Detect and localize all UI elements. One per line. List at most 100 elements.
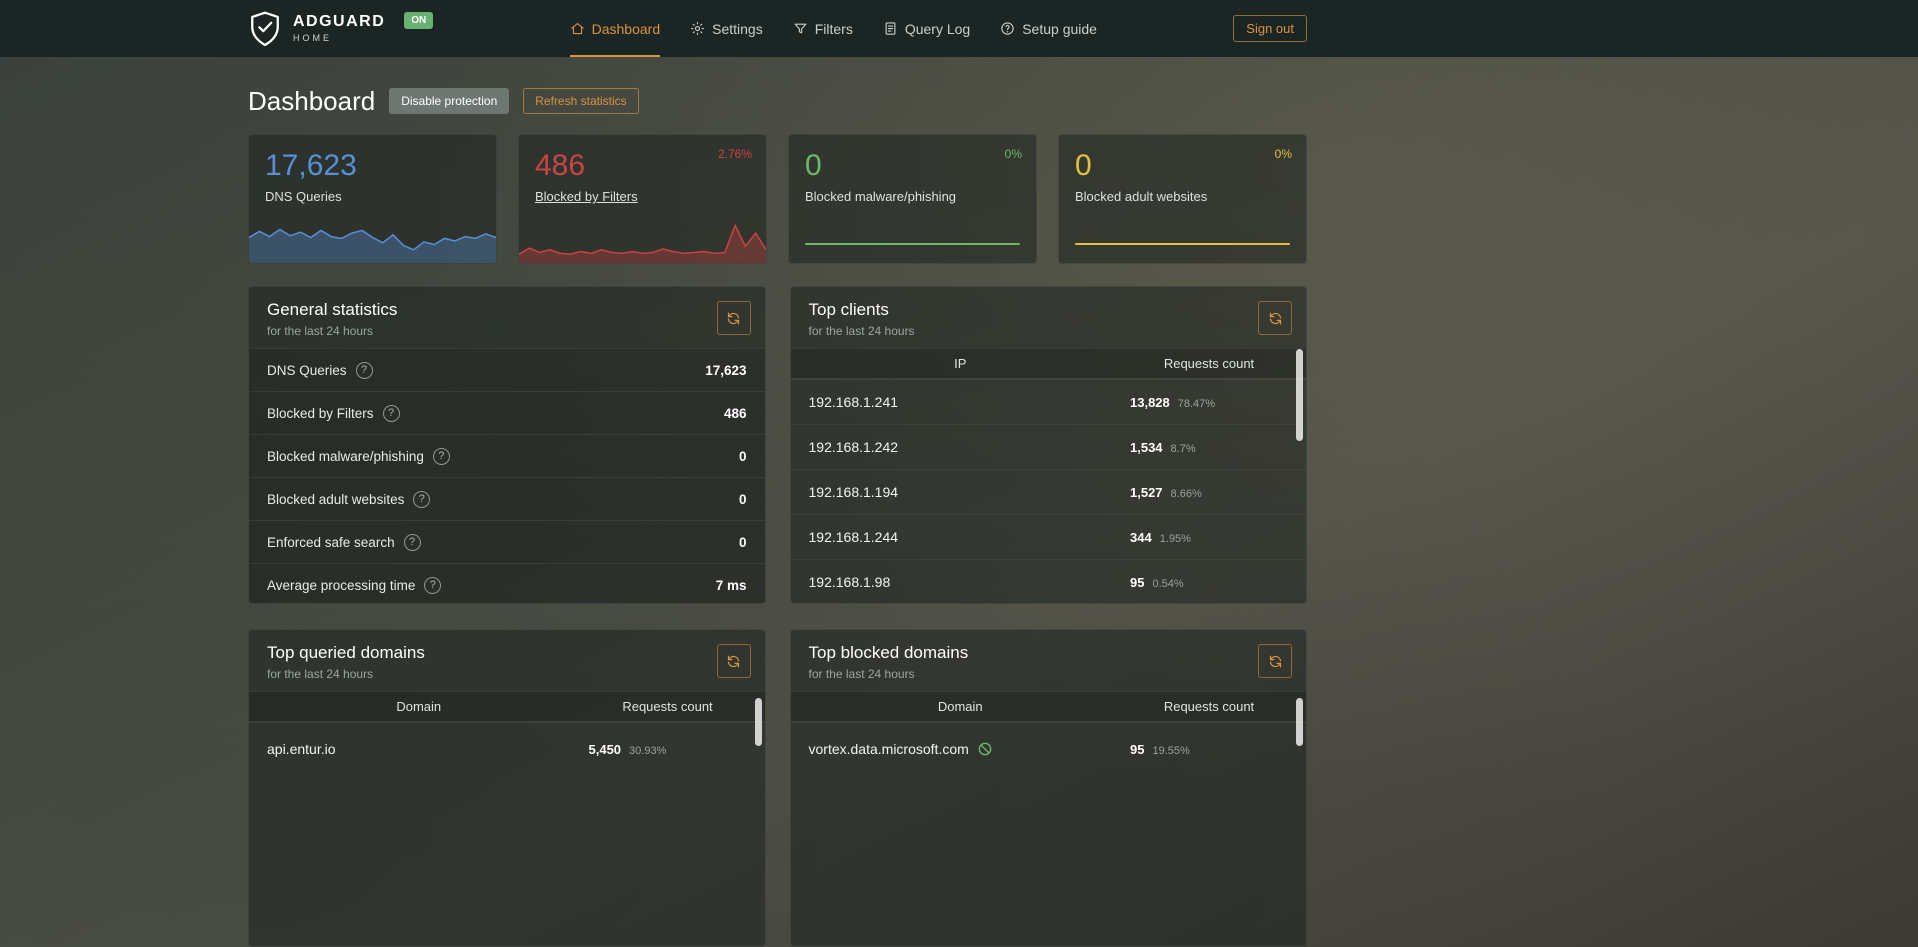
domain-row: api.entur.io 5,450 30.93% [249,722,765,775]
nav-item-dashboard[interactable]: Dashboard [569,0,661,57]
stat-table-row: Blocked by Filters? 486 [249,391,765,434]
blocked-circle-slash-icon[interactable] [977,741,993,757]
refresh-panel-button[interactable] [716,301,751,335]
nav-label: Filters [814,20,853,37]
help-icon[interactable]: ? [403,533,421,551]
panel-subtitle: for the last 24 hours [808,667,915,681]
table-header: Domain Requests count [249,691,765,722]
nav-item-settings[interactable]: Settings [690,0,763,57]
stat-percent: 0% [1274,147,1292,161]
bottom-row: Top queried domains for the last 24 hour… [248,629,1307,947]
client-ip: 192.168.1.244 [808,529,899,545]
domain-name: vortex.data.microsoft.com [808,741,969,757]
scrollbar-thumb[interactable] [1296,698,1303,746]
row-label: Blocked by Filters [267,405,374,421]
stat-percent: 2.76% [717,147,752,161]
row-label: DNS Queries [267,362,347,378]
panel-subtitle: for the last 24 hours [267,667,374,681]
row-value: 0 [738,491,747,507]
page-header: Dashboard Disable protection Refresh sta… [248,84,1307,118]
requests-count: 1,534 [1130,439,1163,455]
stat-value: 0 [1075,149,1092,182]
scrollbar-thumb[interactable] [1296,349,1303,441]
stat-card-dns-queries: 17,623 DNS Queries [248,134,497,264]
help-icon[interactable]: ? [432,447,450,465]
column-header-domain: Domain [396,699,442,714]
nav-links: Dashboard Settings Filters Query Log Set… [569,0,1097,57]
blocked-filters-sparkline [519,219,766,263]
requests-count: 13,828 [1130,394,1170,410]
nav-label: Setup guide [1022,20,1097,37]
panel-header: Top blocked domains for the last 24 hour… [791,630,1307,691]
requests-percent: 8.66% [1170,487,1202,500]
top-blocked-domains-panel: Top blocked domains for the last 24 hour… [789,629,1307,947]
panel-header: Top clients for the last 24 hours [791,287,1307,348]
client-ip: 192.168.1.242 [808,439,899,455]
stat-label: Blocked malware/phishing [805,189,957,204]
stat-label-link[interactable]: Blocked by Filters [535,189,638,204]
requests-count: 344 [1130,529,1152,545]
requests-percent: 19.55% [1152,744,1190,757]
nav-item-setup-guide[interactable]: Setup guide [1000,0,1097,57]
panel-title: Top clients [808,300,889,319]
refresh-icon [727,655,740,667]
panel-header: Top queried domains for the last 24 hour… [249,630,765,691]
stat-table-row: DNS Queries? 17,623 [249,348,765,391]
stat-percent: 0% [1004,147,1022,161]
nav-label: Dashboard [591,20,661,37]
panel-subtitle: for the last 24 hours [267,324,374,338]
refresh-statistics-button[interactable]: Refresh statistics [523,88,639,114]
requests-percent: 8.7% [1170,442,1196,455]
sign-out-button[interactable]: Sign out [1233,15,1307,42]
row-value: 17,623 [705,362,747,378]
row-value: 486 [723,405,747,421]
nav-label: Query Log [904,20,971,37]
requests-percent: 30.93% [629,744,667,757]
nav-label: Settings [712,20,763,37]
client-ip: 192.168.1.241 [808,394,899,410]
stat-label: DNS Queries [265,189,342,204]
refresh-panel-button[interactable] [716,644,751,678]
navbar-inner: ADGUARD HOME ON Dashboard Settings Filte… [248,0,1307,57]
stat-card-malware: 0 Blocked malware/phishing 0% [788,134,1037,264]
client-row: 192.168.1.242 1,534 8.7% [790,424,1306,469]
refresh-icon [1269,312,1281,324]
help-icon[interactable]: ? [424,576,442,594]
adult-flatline [1075,243,1290,245]
nav-item-query-log[interactable]: Query Log [883,0,970,57]
client-ip: 192.168.1.98 [808,574,891,590]
middle-row: General statistics for the last 24 hours… [248,286,1307,604]
refresh-icon [1269,655,1281,667]
column-header-domain: Domain [937,699,983,714]
refresh-panel-button[interactable] [1258,301,1292,335]
nav-item-filters[interactable]: Filters [793,0,853,57]
document-log-icon [885,22,896,35]
column-header-requests: Requests count [1163,699,1255,714]
top-navbar: ADGUARD HOME ON Dashboard Settings Filte… [0,0,1918,57]
column-header-requests: Requests count [1163,356,1255,371]
help-icon[interactable]: ? [382,404,400,422]
row-value: 7 ms [715,577,747,593]
stat-table-row: Blocked malware/phishing? 0 [249,434,765,477]
requests-count: 95 [1130,741,1145,757]
help-icon[interactable]: ? [413,490,431,508]
disable-protection-button[interactable]: Disable protection [389,88,510,114]
scrollbar-thumb[interactable] [754,698,762,746]
column-header-requests: Requests count [622,699,713,714]
top-queried-domains-panel: Top queried domains for the last 24 hour… [248,629,766,947]
main-content: Dashboard Disable protection Refresh sta… [248,84,1307,947]
stat-table-row: Blocked adult websites? 0 [249,477,765,520]
brand-text: ADGUARD HOME [293,14,385,43]
page-title: Dashboard [248,86,376,116]
help-icon[interactable]: ? [355,361,373,379]
stat-value: 486 [535,149,586,182]
refresh-panel-button[interactable] [1258,644,1292,678]
brand-logo[interactable]: ADGUARD HOME ON [248,8,434,49]
client-row: 192.168.1.194 1,527 8.66% [790,469,1306,514]
requests-percent: 0.54% [1152,577,1184,590]
malware-flatline [805,243,1020,245]
help-circle-icon [1001,22,1014,35]
stat-value: 17,623 [265,149,357,182]
filter-funnel-icon [794,23,807,34]
row-label: Enforced safe search [267,534,395,550]
